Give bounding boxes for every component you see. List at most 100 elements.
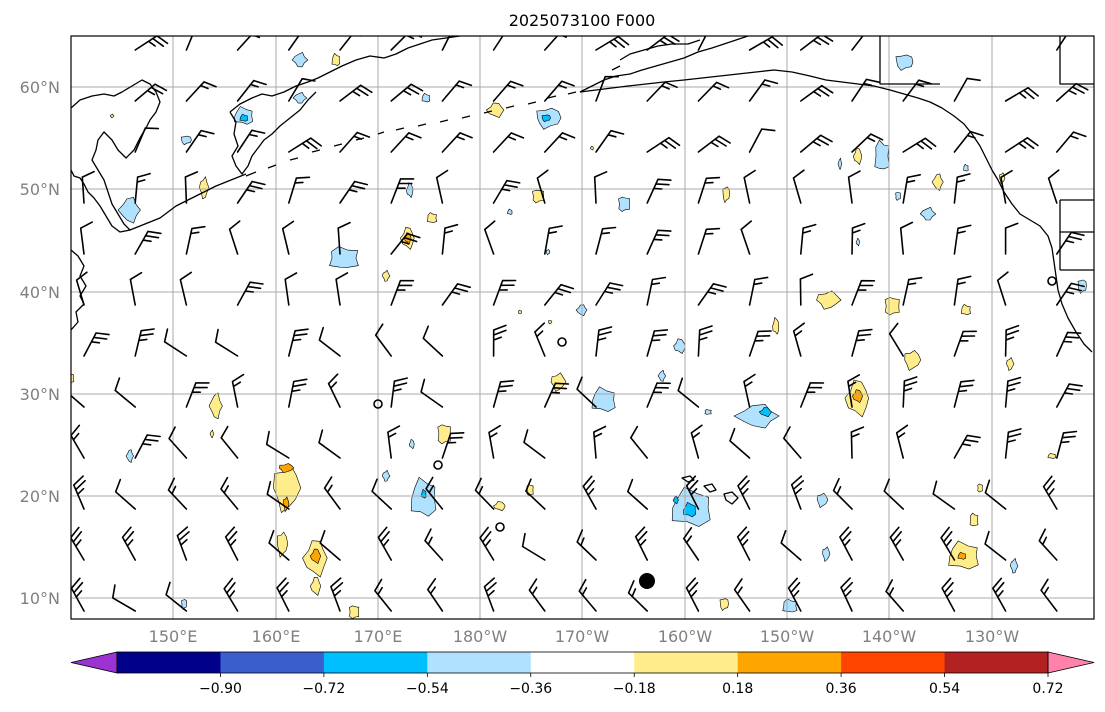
wind-barb (1040, 578, 1058, 612)
wind-barb (185, 36, 194, 51)
lat-label: 30°N (20, 385, 60, 404)
wind-barb (112, 584, 136, 612)
contour-blob (239, 113, 249, 122)
contour-blob (874, 139, 890, 170)
wind-barb (902, 79, 933, 102)
contour-blob (977, 483, 983, 493)
contour-blob (180, 135, 192, 146)
wind-barb (134, 434, 161, 459)
wind-barb (840, 577, 853, 612)
contour-blob (283, 496, 290, 513)
contour-blob (1047, 452, 1057, 459)
wind-barb (992, 577, 1007, 612)
wind-barb (941, 577, 956, 612)
wind-barb (231, 373, 245, 408)
wind-barb (780, 530, 802, 561)
contour-blob (507, 208, 513, 215)
colorbar-label: −0.36 (509, 681, 552, 697)
wind-barb (690, 424, 703, 459)
contour-blob (816, 492, 829, 509)
contour-blob (408, 438, 415, 450)
wind-barb (595, 129, 625, 153)
wind-barb (697, 135, 731, 153)
wind-barb (743, 169, 756, 204)
wind-barb (288, 328, 309, 357)
contour-blob (208, 392, 223, 420)
wind-barb (521, 532, 546, 561)
wind-barb (1056, 331, 1082, 357)
wind-barb (748, 330, 772, 357)
wind-barb (390, 377, 408, 408)
wind-barb (697, 325, 713, 357)
wind-barb (228, 220, 241, 255)
contour-blob (822, 546, 831, 563)
wind-barb (134, 127, 160, 153)
contour-blob (381, 469, 391, 482)
contour-blob (895, 54, 914, 71)
wind-barb (114, 377, 136, 408)
wind-barb (441, 132, 473, 153)
wind-barb (953, 434, 981, 459)
wind-barb (783, 426, 802, 459)
wind-barb (1056, 131, 1087, 153)
lat-label: 50°N (20, 180, 60, 199)
contour-blob (657, 369, 667, 382)
calm-marker (495, 522, 505, 532)
wind-barb (996, 271, 1009, 306)
wind-barb (71, 526, 85, 561)
wind-barb (185, 129, 215, 153)
contour-blob (704, 409, 712, 415)
wind-barb (646, 178, 672, 204)
colorbar-label: −0.72 (302, 681, 345, 697)
wind-barb (800, 223, 817, 255)
wind-barb (330, 577, 344, 612)
wind-barb (81, 170, 95, 204)
colorbar-segment (634, 652, 739, 673)
wind-barb (424, 528, 444, 561)
wind-barb (134, 328, 155, 357)
colorbar-label: −0.90 (199, 681, 242, 697)
wind-barb (1004, 428, 1022, 459)
wind-barb (288, 77, 316, 102)
wind-barb (492, 179, 521, 204)
wind-barb (236, 129, 266, 153)
wind-barb (889, 526, 904, 561)
wind-barb (492, 279, 517, 306)
wind-barb (885, 579, 904, 612)
lon-label: 150°E (149, 627, 198, 646)
contour-blob (278, 463, 295, 474)
wind-barb (792, 322, 805, 357)
wind-barb (374, 323, 392, 357)
wind-barb (634, 526, 648, 561)
wind-barb (134, 172, 151, 204)
wind-barb (544, 132, 576, 153)
contour-blob (591, 386, 616, 412)
contour-blob (919, 206, 937, 221)
contour-blob (672, 496, 679, 505)
wind-barb (534, 322, 546, 357)
wind-barb (953, 130, 984, 153)
wind-barb (492, 132, 525, 153)
colorbar-segment (530, 652, 635, 673)
wind-barb (800, 36, 834, 51)
wind-barb (390, 279, 415, 306)
colorbar-segment (220, 652, 325, 673)
wind-barb (697, 283, 727, 306)
wind-barb (223, 577, 239, 612)
wind-barb (630, 425, 648, 459)
colorbar-label: −0.18 (613, 681, 656, 697)
wind-barb (953, 275, 972, 306)
wind-barb (544, 283, 575, 306)
wind-barb (441, 283, 471, 306)
lat-label: 20°N (20, 487, 60, 506)
wind-barb (339, 84, 373, 102)
wind-barb (953, 379, 975, 408)
colorbar-label: 0.72 (1032, 681, 1063, 697)
wind-barb (1004, 222, 1019, 255)
wind-barb (75, 271, 88, 306)
wind-barb (1000, 169, 1013, 204)
colorbar-segment (427, 652, 532, 673)
colorbar-extend-low (70, 651, 118, 674)
contour-blob (292, 91, 308, 104)
contour-blob (837, 157, 843, 170)
